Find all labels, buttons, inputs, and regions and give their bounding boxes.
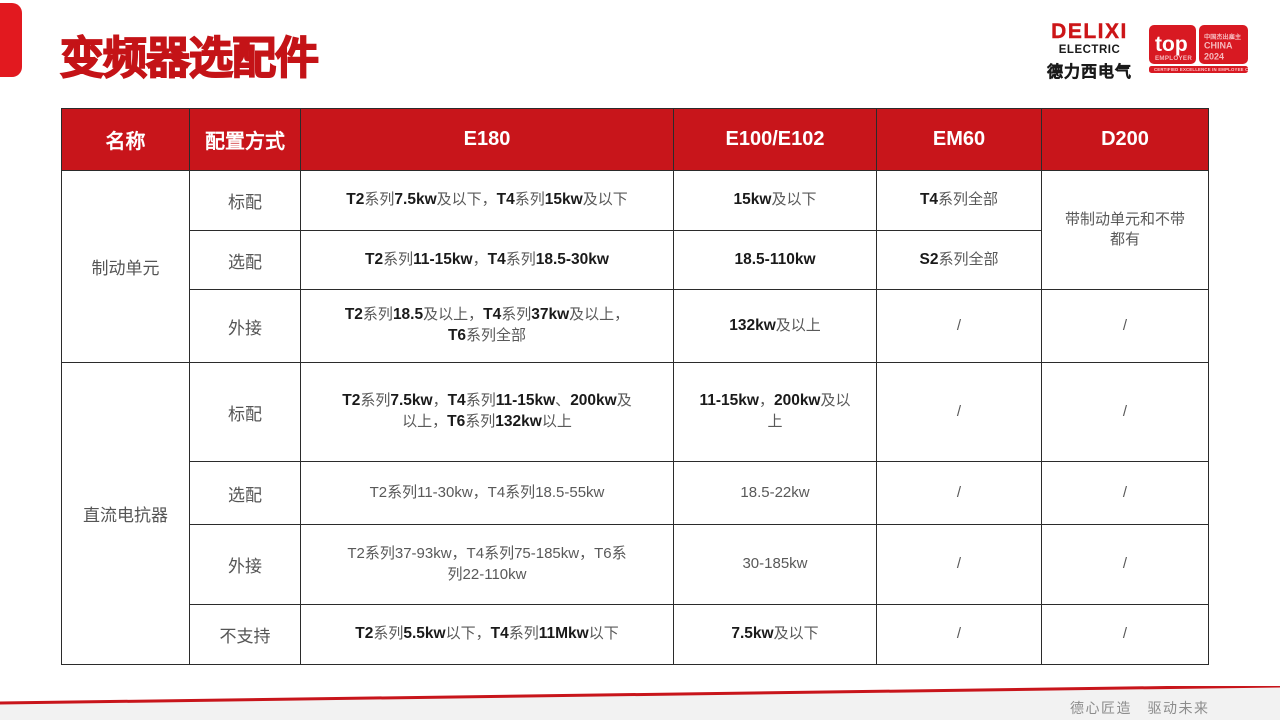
svg-text:EMPLOYER: EMPLOYER bbox=[1155, 55, 1192, 62]
svg-text:2024: 2024 bbox=[1204, 52, 1224, 62]
svg-text:top: top bbox=[1155, 33, 1188, 56]
svg-text:CHINA: CHINA bbox=[1204, 41, 1233, 51]
svg-text:CERTIFIED EXCELLENCE IN EMPLOY: CERTIFIED EXCELLENCE IN EMPLOYEE CONDITI… bbox=[1154, 67, 1248, 72]
